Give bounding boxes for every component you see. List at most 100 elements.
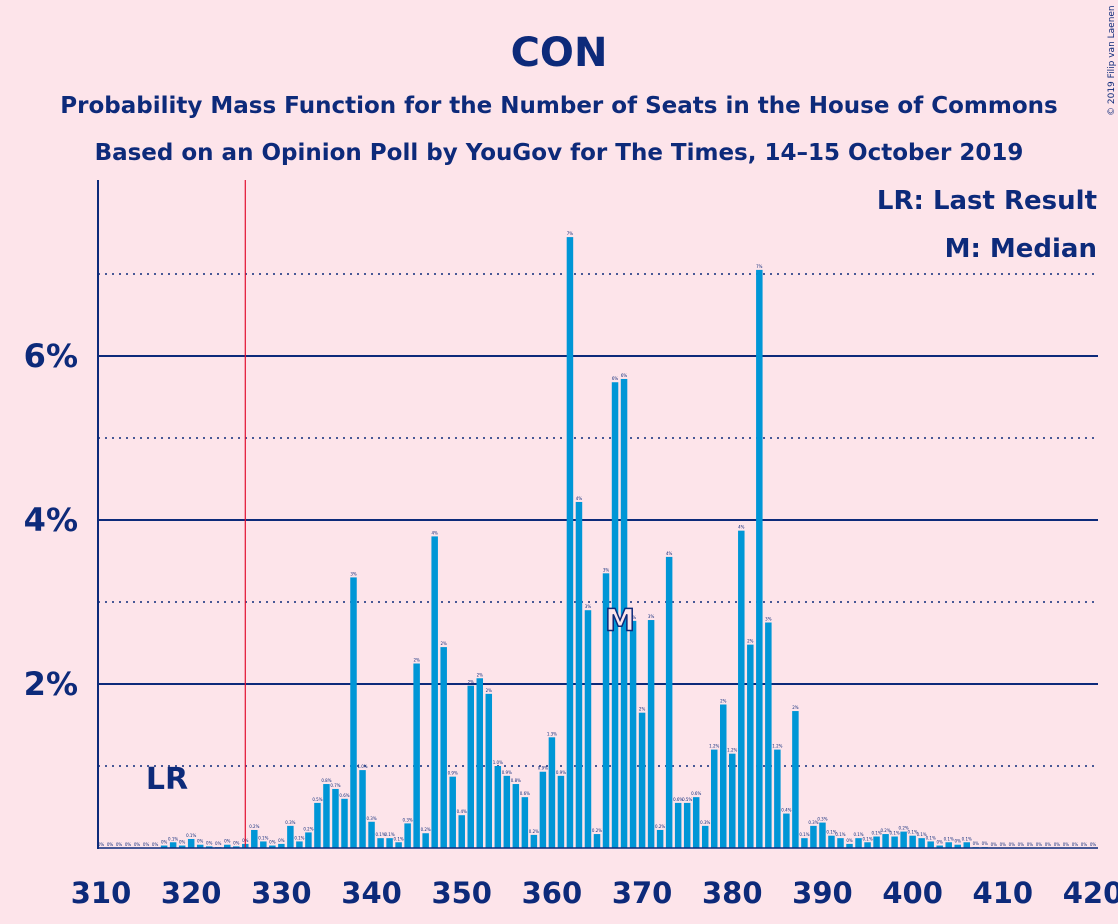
bar-label: 0.3% — [285, 820, 295, 825]
bar-label: 0% — [134, 842, 141, 847]
markers: LR M — [146, 180, 636, 848]
bar-label: 2% — [639, 707, 646, 712]
bar — [440, 647, 447, 848]
bar — [169, 842, 177, 848]
x-tick-label: 410 — [973, 876, 1034, 910]
x-tick-label: 340 — [341, 876, 402, 910]
bar — [810, 825, 817, 848]
bar — [647, 620, 655, 848]
bar — [368, 821, 375, 848]
bar — [512, 784, 520, 848]
bar-label: 1.2% — [772, 744, 782, 749]
bar — [377, 838, 384, 848]
bar-label: 1.0% — [357, 764, 367, 769]
bar — [413, 663, 420, 848]
bar — [602, 573, 610, 848]
bar — [638, 712, 646, 848]
bar — [566, 237, 574, 849]
bar — [765, 622, 772, 848]
bar — [422, 833, 429, 848]
bar — [278, 843, 285, 848]
bar-label: 0% — [206, 840, 213, 845]
bar-label: 3% — [350, 571, 357, 576]
y-tick-labels: 2% 4% 6% — [24, 337, 78, 703]
bar — [476, 678, 484, 848]
bar-label: 0.1% — [384, 832, 394, 837]
bar — [747, 644, 754, 848]
bar — [467, 685, 474, 848]
bar-label: 0.1% — [186, 833, 196, 838]
bar — [341, 798, 348, 848]
bar-label: 1.2% — [709, 744, 719, 749]
bar — [584, 610, 592, 848]
bar-label: 4% — [738, 525, 745, 530]
bar — [936, 845, 943, 848]
bar-label: 0.3% — [366, 816, 376, 821]
bar — [332, 788, 339, 848]
bar-label: 2% — [792, 705, 799, 710]
bar — [233, 846, 240, 848]
bar — [674, 802, 682, 848]
bar-label: 0% — [982, 841, 989, 846]
bar-label: 0.9% — [502, 770, 512, 775]
bar — [756, 269, 763, 848]
bar-label: 0% — [955, 839, 962, 844]
bar-label: 0.9% — [448, 771, 458, 776]
bar-label: 4% — [666, 551, 673, 556]
bar-label: 0.1% — [908, 830, 918, 835]
bar-label: 0.1% — [871, 831, 881, 836]
bar — [296, 841, 303, 848]
bar-label: 3% — [648, 614, 655, 619]
bar-label: 0% — [116, 842, 123, 847]
axes — [97, 180, 1098, 849]
y-tick-label: 4% — [24, 501, 78, 539]
bar-label: 0% — [991, 842, 998, 847]
bar — [611, 382, 619, 848]
bar-label: 0.3% — [700, 820, 710, 825]
bar — [494, 766, 502, 848]
gridlines — [98, 273, 1098, 767]
bar — [404, 823, 411, 848]
bar — [954, 844, 961, 848]
x-tick-label: 350 — [431, 876, 492, 910]
bars — [160, 237, 989, 849]
bar — [783, 813, 790, 848]
bar-label: 0.9% — [556, 770, 566, 775]
copyright-notice: © 2019 Filip van Laenen — [1107, 5, 1117, 116]
bar — [458, 815, 465, 848]
bar-label: 4% — [576, 496, 583, 501]
bar-label: 0.2% — [655, 824, 665, 829]
bar-label: 7% — [567, 231, 574, 236]
bar — [557, 775, 565, 848]
bar — [656, 829, 664, 848]
bar — [927, 841, 934, 848]
bar-label: 0.8% — [321, 778, 331, 783]
legend-last-result: LR: Last Result — [877, 186, 1097, 216]
bar-label: 0% — [1000, 842, 1007, 847]
bar-label: 0.1% — [168, 836, 178, 841]
bar-label: 1.2% — [727, 748, 737, 753]
bar — [314, 802, 321, 848]
bar-label: 0% — [278, 838, 285, 843]
bar — [485, 693, 493, 848]
bar-label: 0.2% — [899, 826, 909, 831]
bar-label: 0% — [1054, 842, 1061, 847]
bar-label: 0.4% — [457, 809, 467, 814]
bar — [963, 842, 970, 848]
bar-label: 6% — [612, 376, 619, 381]
bar-label: 0.1% — [926, 835, 936, 840]
x-tick-label: 420 — [1063, 876, 1118, 910]
bar-label: 0.8% — [511, 778, 521, 783]
bar-label: 0.6% — [339, 793, 349, 798]
bar-label: 0% — [152, 842, 159, 847]
bar — [873, 836, 880, 848]
bar-label: 2% — [747, 639, 754, 644]
bar-label: 0.2% — [421, 827, 431, 832]
bar — [729, 753, 736, 848]
bar-label: 0% — [1072, 842, 1079, 847]
bar — [323, 784, 330, 848]
bar — [539, 771, 547, 848]
bar-label: 0% — [1036, 842, 1043, 847]
bar — [774, 749, 781, 848]
bar-label: 0.1% — [826, 830, 836, 835]
